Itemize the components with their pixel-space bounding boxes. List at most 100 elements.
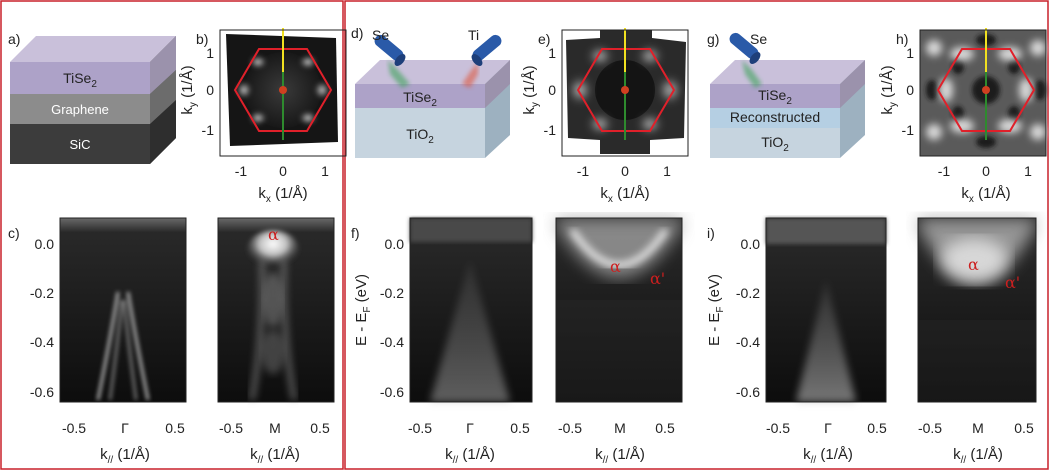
svg-text:k// (1/Å): k// (1/Å) — [803, 446, 853, 466]
svg-text:-0.4: -0.4 — [736, 334, 760, 350]
svg-text:k// (1/Å): k// (1/Å) — [595, 446, 645, 466]
svg-text:0: 0 — [548, 82, 556, 98]
svg-text:-0.5: -0.5 — [766, 420, 790, 436]
svg-text:0.5: 0.5 — [1014, 420, 1034, 436]
arpes-c-m — [218, 218, 334, 402]
arpes-f-gamma — [410, 218, 532, 402]
svg-text:1: 1 — [206, 45, 214, 61]
svg-text:Γ: Γ — [121, 420, 129, 436]
svg-text:Γ: Γ — [824, 420, 832, 436]
arpes-xaxis-f-gamma: -0.5 Γ 0.5 k// (1/Å) — [408, 420, 530, 466]
arpes-xaxis-c-gamma: -0.5 Γ 0.5 k// (1/Å) — [62, 420, 185, 466]
panel-label-a: a) — [8, 31, 20, 47]
fs-xlabel-e: kx (1/Å) — [600, 185, 649, 205]
band-label-alpha-prime-i: α' — [1005, 273, 1020, 292]
fs-axes-e — [561, 29, 689, 157]
svg-text:-0.6: -0.6 — [30, 384, 54, 400]
arpes-f-m — [556, 218, 682, 402]
svg-text:-0.2: -0.2 — [736, 285, 760, 301]
svg-text:-0.2: -0.2 — [30, 285, 54, 301]
svg-text:-0.5: -0.5 — [62, 420, 86, 436]
fs-xlabel-h: kx (1/Å) — [961, 185, 1010, 205]
fs-ylabel-h: ky (1/Å) — [879, 65, 899, 114]
svg-text:1: 1 — [1024, 163, 1032, 179]
svg-text:0.5: 0.5 — [310, 420, 330, 436]
frame-left — [0, 0, 344, 470]
bz-overlay-b — [233, 28, 333, 140]
layer-stack-g: TiSe2 Reconstructed TiO2 Se — [710, 31, 865, 158]
layer-label-tise2-a: TiSe2 — [63, 70, 97, 90]
ti-label-d: Ti — [468, 27, 479, 43]
fs-axes-h — [919, 29, 1047, 157]
svg-text:Γ: Γ — [466, 420, 474, 436]
layer-label-reconstructed: Reconstructed — [730, 109, 820, 125]
arpes-i-m — [918, 218, 1036, 402]
svg-text:0.0: 0.0 — [35, 236, 55, 252]
svg-text:-0.5: -0.5 — [918, 420, 942, 436]
svg-text:M: M — [269, 420, 281, 436]
fs-ylabel-b: ky (1/Å) — [179, 65, 199, 114]
svg-text:M: M — [972, 420, 984, 436]
panel-label-e: e) — [538, 31, 550, 47]
layer-stack-a: TiSe2 Graphene SiC — [10, 36, 176, 164]
arpes-yaxis-c: 0.0 -0.2 -0.4 -0.6 — [30, 236, 54, 400]
svg-text:k// (1/Å): k// (1/Å) — [445, 446, 495, 466]
svg-text:0: 0 — [982, 163, 990, 179]
bz-overlay-h — [936, 28, 1036, 140]
svg-text:-1: -1 — [202, 122, 215, 138]
svg-text:0.5: 0.5 — [867, 420, 887, 436]
svg-text:1: 1 — [906, 45, 914, 61]
fs-ticks-h: 1 0 -1 -1 0 1 kx (1/Å) ky (1/Å) — [879, 45, 1032, 205]
panel-label-b: b) — [196, 31, 208, 47]
svg-text:-1: -1 — [902, 122, 915, 138]
panel-label-g: g) — [707, 31, 719, 47]
bz-overlay-e — [576, 28, 676, 140]
svg-text:0: 0 — [206, 82, 214, 98]
panel-label-h: h) — [896, 31, 908, 47]
svg-text:0.5: 0.5 — [655, 420, 675, 436]
se-source-icon — [374, 34, 410, 88]
fs-ticks-e: 1 0 -1 -1 0 1 kx (1/Å) ky (1/Å) — [521, 45, 671, 205]
layer-label-graphene: Graphene — [51, 102, 109, 117]
ti-source-icon — [462, 34, 502, 88]
svg-text:k// (1/Å): k// (1/Å) — [250, 446, 300, 466]
svg-text:-1: -1 — [938, 163, 951, 179]
svg-text:-1: -1 — [235, 163, 248, 179]
svg-text:1: 1 — [548, 45, 556, 61]
layer-label-tise2-d: TiSe2 — [403, 89, 437, 109]
svg-text:-0.2: -0.2 — [380, 285, 404, 301]
svg-text:-0.4: -0.4 — [380, 334, 404, 350]
svg-text:-1: -1 — [577, 163, 590, 179]
svg-text:-0.5: -0.5 — [558, 420, 582, 436]
band-label-alpha-prime-f: α' — [650, 269, 665, 288]
svg-text:-0.6: -0.6 — [736, 384, 760, 400]
svg-text:-1: -1 — [544, 122, 557, 138]
panel-label-c: c) — [8, 225, 20, 241]
arpes-c-gamma — [60, 218, 186, 402]
band-label-alpha-f: α — [610, 257, 621, 276]
fs-xlabel-b: kx (1/Å) — [258, 185, 307, 205]
arpes-ylabel-f: E - EF (eV) — [353, 274, 373, 346]
svg-text:-0.4: -0.4 — [30, 334, 54, 350]
svg-text:0.5: 0.5 — [165, 420, 185, 436]
arpes-xaxis-f-m: -0.5 M 0.5 k// (1/Å) — [558, 420, 675, 466]
svg-text:k// (1/Å): k// (1/Å) — [953, 446, 1003, 466]
layer-stack-d: TiSe2 TiO2 Se Ti — [355, 27, 510, 158]
arpes-i-gamma — [766, 218, 886, 402]
svg-text:M: M — [614, 420, 626, 436]
fs-axes-b — [219, 29, 347, 157]
arpes-yaxis-f: 0.0 -0.2 -0.4 -0.6 E - EF (eV) — [353, 236, 404, 400]
svg-text:0: 0 — [279, 163, 287, 179]
band-label-alpha-c: α — [268, 225, 279, 244]
arpes-xaxis-i-m: -0.5 M 0.5 k// (1/Å) — [918, 420, 1034, 466]
arpes-xaxis-c-m: -0.5 M 0.5 k// (1/Å) — [219, 420, 330, 466]
panel-label-f: f) — [351, 225, 360, 241]
se-label-g: Se — [750, 31, 767, 47]
svg-text:0.0: 0.0 — [385, 236, 405, 252]
svg-text:-0.6: -0.6 — [380, 384, 404, 400]
fs-ylabel-e: ky (1/Å) — [521, 65, 541, 114]
layer-label-sic: SiC — [70, 137, 91, 152]
svg-text:1: 1 — [321, 163, 329, 179]
fs-ticks-b: 1 0 -1 -1 0 1 kx (1/Å) ky (1/Å) — [179, 45, 329, 205]
